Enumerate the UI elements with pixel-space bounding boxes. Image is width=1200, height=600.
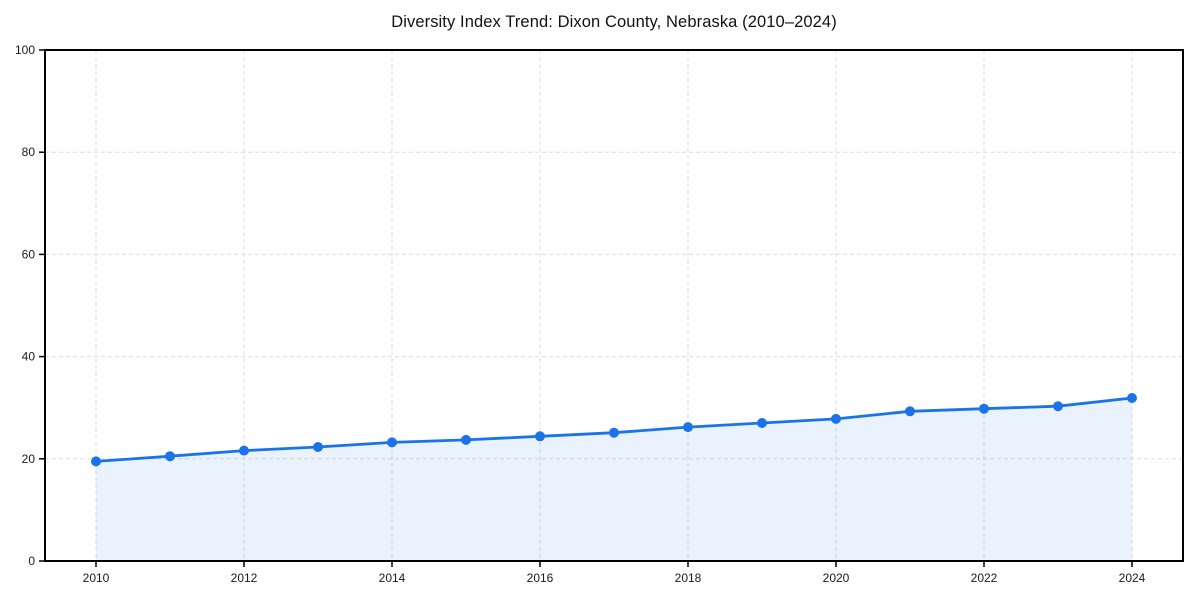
data-point-marker [239, 445, 249, 456]
data-point-marker [535, 431, 545, 442]
x-tick-label: 2022 [971, 571, 998, 585]
y-tick-label: 20 [22, 452, 36, 466]
y-tick-label: 100 [15, 43, 35, 57]
data-point-marker [979, 403, 989, 414]
x-tick-label: 2014 [379, 571, 406, 585]
area-fill [96, 398, 1132, 561]
data-point-marker [905, 406, 915, 417]
x-tick-label: 2016 [527, 571, 554, 585]
data-point-marker [609, 427, 619, 438]
plot-border [44, 49, 1184, 562]
data-point-marker [757, 418, 767, 428]
data-point-marker [165, 451, 175, 462]
y-tick-label: 80 [22, 145, 36, 159]
data-point-marker [461, 434, 471, 445]
y-tick-label: 60 [22, 247, 36, 261]
x-tick-label: 2012 [231, 571, 258, 585]
data-point-marker [313, 442, 323, 452]
data-point-marker [1053, 401, 1063, 412]
data-point-marker [831, 413, 841, 424]
data-point-marker [91, 456, 101, 467]
x-tick-label: 2020 [823, 571, 850, 585]
x-tick-label: 2018 [675, 571, 702, 585]
data-point-marker [1127, 393, 1137, 403]
data-point-marker [387, 437, 397, 448]
y-tick-label: 0 [28, 554, 35, 568]
x-tick-label: 2024 [1119, 571, 1146, 585]
data-point-marker [683, 422, 693, 433]
x-tick-label: 2010 [83, 571, 110, 585]
y-tick-label: 40 [22, 350, 36, 364]
chart-title: Diversity Index Trend: Dixon County, Neb… [391, 13, 837, 31]
